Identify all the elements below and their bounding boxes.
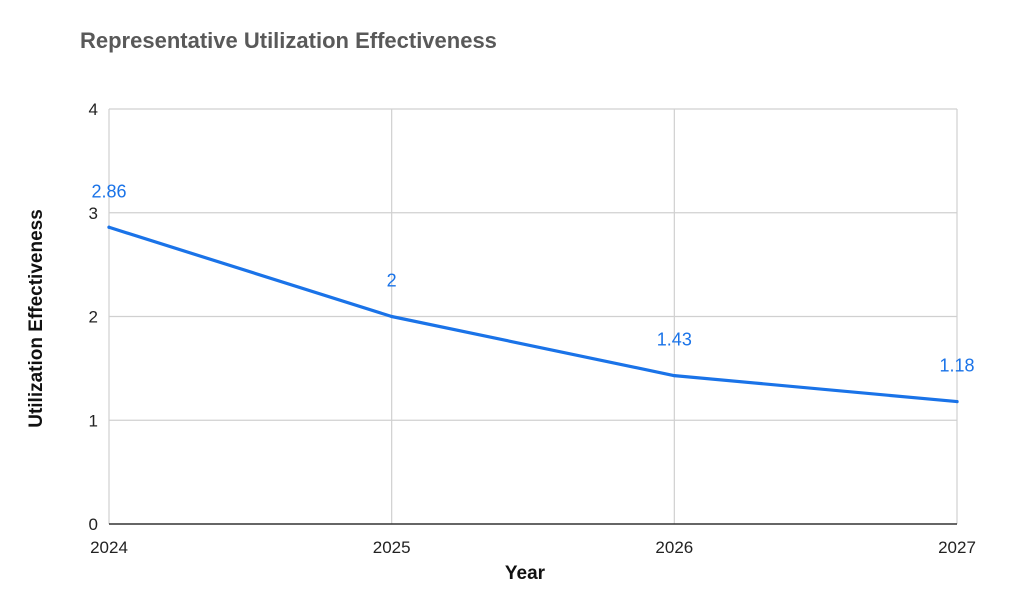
data-point bbox=[672, 374, 676, 378]
y-tick-label: 4 bbox=[89, 100, 98, 119]
x-tick-label: 2026 bbox=[655, 538, 693, 557]
data-labels: 2.86 2 1.43 1.18 bbox=[91, 181, 974, 375]
chart-title: Representative Utilization Effectiveness bbox=[80, 28, 497, 53]
data-label: 2 bbox=[387, 271, 397, 291]
data-label: 1.18 bbox=[939, 356, 974, 376]
data-point bbox=[107, 225, 111, 229]
y-tick-label: 0 bbox=[89, 515, 98, 534]
series-line bbox=[107, 225, 959, 404]
y-tick-label: 1 bbox=[89, 411, 98, 430]
y-tick-label: 2 bbox=[89, 308, 98, 327]
data-label: 2.86 bbox=[91, 181, 126, 201]
data-label: 1.43 bbox=[657, 330, 692, 350]
x-axis-title: Year bbox=[505, 563, 546, 584]
gridlines bbox=[108, 108, 958, 524]
series-layer bbox=[107, 225, 959, 404]
x-tick-label: 2027 bbox=[938, 538, 976, 557]
y-axis-title: Utilization Effectiveness bbox=[26, 209, 47, 428]
y-tick-label: 3 bbox=[89, 204, 98, 223]
data-point bbox=[390, 314, 394, 319]
x-tick-label: 2024 bbox=[90, 538, 128, 557]
axes: 0 1 2 3 4 2024 2025 2026 2027 bbox=[89, 100, 976, 557]
x-tick-label: 2025 bbox=[373, 538, 411, 557]
data-point bbox=[955, 399, 959, 404]
